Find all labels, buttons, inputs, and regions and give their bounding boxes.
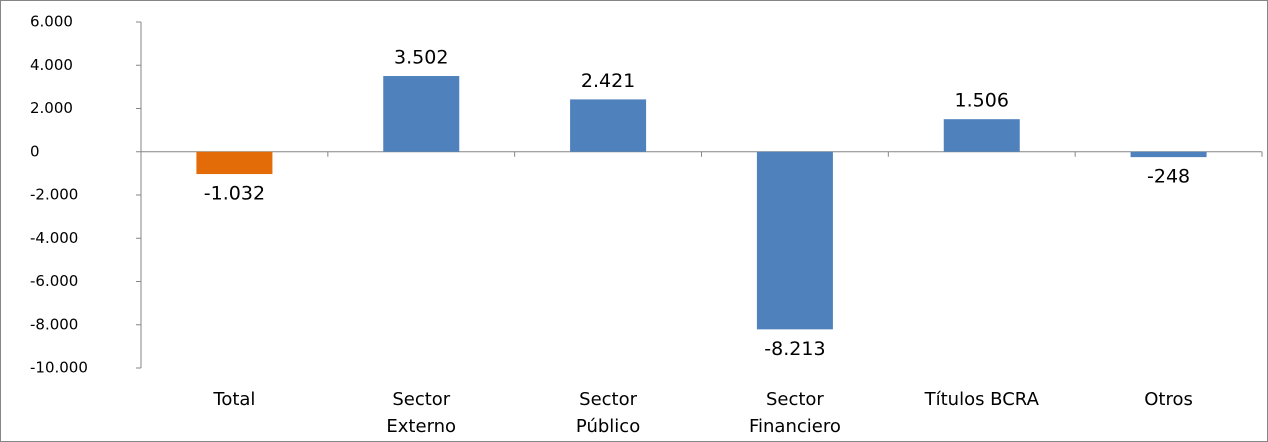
data-label: -1.032 — [204, 183, 265, 205]
x-tick-label: Otros — [1144, 389, 1193, 410]
x-tick-label: Sector Externo — [386, 389, 456, 437]
bar — [943, 119, 1020, 152]
data-label: 1.506 — [955, 90, 1009, 112]
bar — [1130, 151, 1207, 158]
data-label: -248 — [1147, 166, 1190, 188]
data-label: 3.502 — [394, 47, 448, 69]
x-tick-label: Total — [212, 389, 255, 410]
y-tick-label: -10.000 — [30, 359, 88, 377]
bar — [570, 99, 647, 152]
y-tick-label: 6.000 — [30, 13, 73, 31]
y-tick-label: 4.000 — [30, 56, 73, 74]
bar — [756, 151, 833, 330]
bar — [196, 151, 273, 175]
y-tick-label: 2.000 — [30, 99, 73, 117]
y-tick-label: -2.000 — [30, 186, 78, 204]
y-tick-label: -6.000 — [30, 272, 78, 290]
x-tick-label: Sector Público — [576, 389, 640, 437]
y-tick-label: -4.000 — [30, 229, 78, 247]
x-tick-label: Títulos BCRA — [924, 389, 1040, 410]
x-tick-label: Sector Financiero — [749, 389, 841, 437]
bar — [383, 76, 460, 152]
y-tick-label: 0 — [30, 142, 40, 160]
data-label: 2.421 — [581, 70, 635, 92]
data-label: -8.213 — [764, 338, 825, 360]
y-tick-label: -8.000 — [30, 315, 78, 333]
